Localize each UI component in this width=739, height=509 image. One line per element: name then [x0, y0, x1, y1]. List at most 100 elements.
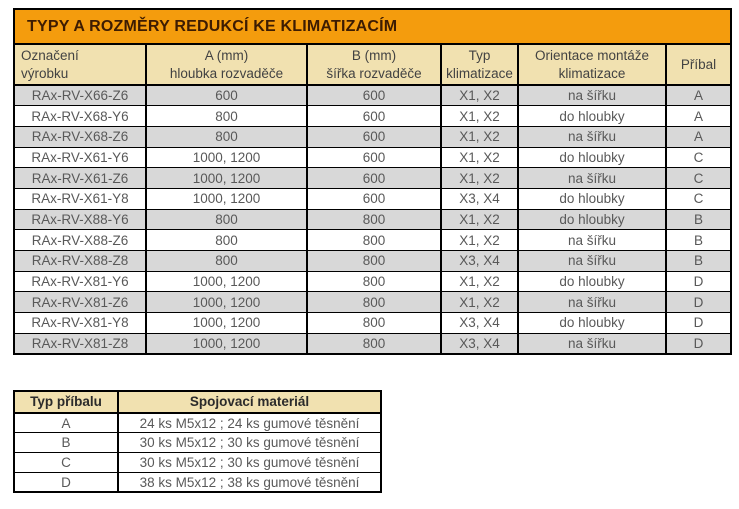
cell-width-b: 600: [306, 125, 442, 148]
cell-accessory-type: C: [665, 167, 732, 189]
cell-depth-a: 1000, 1200: [145, 167, 308, 189]
cell-accessory-type: D: [665, 270, 732, 293]
table-row: RAx-RV-X88-Z6 800 800 X1, X2 na šířku B: [13, 229, 732, 251]
cell-product-code: RAx-RV-X61-Y8: [13, 187, 147, 210]
table-row: RAx-RV-X81-Y6 1000, 1200 800 X1, X2 do h…: [13, 270, 732, 293]
accessory-row: A 24 ks M5x12 ; 24 ks gumové těsnění: [13, 412, 382, 434]
cell-width-b: 600: [306, 167, 442, 189]
cell-width-b: 800: [306, 229, 442, 251]
cell-ac-type: X1, X2: [440, 84, 519, 107]
cell-width-b: 600: [306, 105, 442, 127]
cell-width-b: 600: [306, 84, 442, 107]
cell-depth-a: 1000, 1200: [145, 312, 308, 334]
cell-fastening-material: 30 ks M5x12 ; 30 ks gumové těsnění: [117, 452, 382, 473]
table-row: RAx-RV-X61-Y6 1000, 1200 600 X1, X2 do h…: [13, 146, 732, 169]
table-header-row: Označení výrobku A (mm) hloubka rozvaděč…: [13, 43, 732, 86]
column-header-product: Označení výrobku: [13, 43, 147, 86]
cell-accessory-type: A: [13, 412, 119, 434]
cell-ac-type: X1, X2: [440, 125, 519, 148]
cell-accessory-type: B: [665, 250, 732, 272]
table-row: RAx-RV-X61-Y8 1000, 1200 600 X3, X4 do h…: [13, 187, 732, 210]
cell-depth-a: 800: [145, 105, 308, 127]
cell-width-b: 600: [306, 146, 442, 169]
cell-ac-type: X1, X2: [440, 270, 519, 293]
cell-product-code: RAx-RV-X88-Z8: [13, 250, 147, 272]
cell-ac-type: X1, X2: [440, 105, 519, 127]
cell-orientation: na šířku: [517, 167, 667, 189]
cell-orientation: do hloubky: [517, 187, 667, 210]
cell-product-code: RAx-RV-X68-Z6: [13, 125, 147, 148]
cell-product-code: RAx-RV-X61-Y6: [13, 146, 147, 169]
cell-orientation: do hloubky: [517, 270, 667, 293]
cell-width-b: 800: [306, 250, 442, 272]
column-header-ac-type: Typ klimatizace: [440, 43, 519, 86]
cell-accessory-type: B: [665, 229, 732, 251]
cell-accessory-type: C: [665, 187, 732, 210]
cell-depth-a: 800: [145, 208, 308, 231]
cell-ac-type: X1, X2: [440, 167, 519, 189]
cell-accessory-type: C: [665, 146, 732, 169]
cell-width-b: 800: [306, 291, 442, 314]
cell-ac-type: X1, X2: [440, 208, 519, 231]
cell-width-b: 600: [306, 187, 442, 210]
cell-orientation: na šířku: [517, 229, 667, 251]
cell-depth-a: 1000, 1200: [145, 146, 308, 169]
cell-accessory-type: A: [665, 125, 732, 148]
cell-product-code: RAx-RV-X81-Z8: [13, 332, 147, 355]
table-title: TYPY A ROZMĚRY REDUKCÍ KE KLIMATIZACÍM: [13, 8, 732, 45]
cell-depth-a: 800: [145, 229, 308, 251]
cell-product-code: RAx-RV-X68-Y6: [13, 105, 147, 127]
cell-orientation: do hloubky: [517, 105, 667, 127]
cell-fastening-material: 38 ks M5x12 ; 38 ks gumové těsnění: [117, 471, 382, 493]
cell-product-code: RAx-RV-X66-Z6: [13, 84, 147, 107]
column-header-depth-a: A (mm) hloubka rozvaděče: [145, 43, 308, 86]
cell-width-b: 800: [306, 312, 442, 334]
cell-product-code: RAx-RV-X88-Y6: [13, 208, 147, 231]
cell-product-code: RAx-RV-X81-Y8: [13, 312, 147, 334]
cell-orientation: na šířku: [517, 291, 667, 314]
table-row: RAx-RV-X88-Z8 800 800 X3, X4 na šířku B: [13, 250, 732, 272]
cell-product-code: RAx-RV-X61-Z6: [13, 167, 147, 189]
cell-accessory-type: A: [665, 105, 732, 127]
cell-depth-a: 1000, 1200: [145, 270, 308, 293]
table-row: RAx-RV-X81-Z6 1000, 1200 800 X1, X2 na š…: [13, 291, 732, 314]
cell-accessory-type: A: [665, 84, 732, 107]
cell-accessory-type: D: [665, 312, 732, 334]
column-header-accessory-type: Typ příbalu: [13, 390, 119, 414]
cell-depth-a: 800: [145, 125, 308, 148]
table-row: RAx-RV-X81-Z8 1000, 1200 800 X3, X4 na š…: [13, 332, 732, 355]
column-header-fastening-material: Spojovací materiál: [117, 390, 382, 414]
cell-orientation: na šířku: [517, 125, 667, 148]
table-row: RAx-RV-X88-Y6 800 800 X1, X2 do hloubky …: [13, 208, 732, 231]
accessory-row: C 30 ks M5x12 ; 30 ks gumové těsnění: [13, 452, 382, 473]
cell-width-b: 800: [306, 208, 442, 231]
cell-fastening-material: 30 ks M5x12 ; 30 ks gumové těsnění: [117, 432, 382, 454]
cell-product-code: RAx-RV-X88-Z6: [13, 229, 147, 251]
cell-ac-type: X1, X2: [440, 229, 519, 251]
column-header-orientation: Orientace montáže klimatizace: [517, 43, 667, 86]
cell-depth-a: 800: [145, 250, 308, 272]
table-row: RAx-RV-X81-Y8 1000, 1200 800 X3, X4 do h…: [13, 312, 732, 334]
cell-orientation: do hloubky: [517, 208, 667, 231]
cell-ac-type: X3, X4: [440, 312, 519, 334]
cell-accessory-type: D: [665, 332, 732, 355]
table-row: RAx-RV-X68-Z6 800 600 X1, X2 na šířku A: [13, 125, 732, 148]
accessory-header-row: Typ příbalu Spojovací materiál: [13, 390, 382, 414]
cell-depth-a: 600: [145, 84, 308, 107]
table-row: RAx-RV-X66-Z6 600 600 X1, X2 na šířku A: [13, 84, 732, 107]
cell-depth-a: 1000, 1200: [145, 332, 308, 355]
accessory-row: B 30 ks M5x12 ; 30 ks gumové těsnění: [13, 432, 382, 454]
cell-accessory-type: D: [13, 471, 119, 493]
column-header-accessory: Příbal: [665, 43, 732, 86]
cell-orientation: do hloubky: [517, 312, 667, 334]
cell-orientation: do hloubky: [517, 146, 667, 169]
cell-ac-type: X3, X4: [440, 250, 519, 272]
cell-ac-type: X1, X2: [440, 146, 519, 169]
cell-width-b: 800: [306, 270, 442, 293]
column-header-width-b: B (mm) šířka rozvaděče: [306, 43, 442, 86]
cell-orientation: na šířku: [517, 250, 667, 272]
accessory-row: D 38 ks M5x12 ; 38 ks gumové těsnění: [13, 471, 382, 493]
cell-accessory-type: C: [13, 452, 119, 473]
cell-depth-a: 1000, 1200: [145, 291, 308, 314]
cell-orientation: na šířku: [517, 84, 667, 107]
